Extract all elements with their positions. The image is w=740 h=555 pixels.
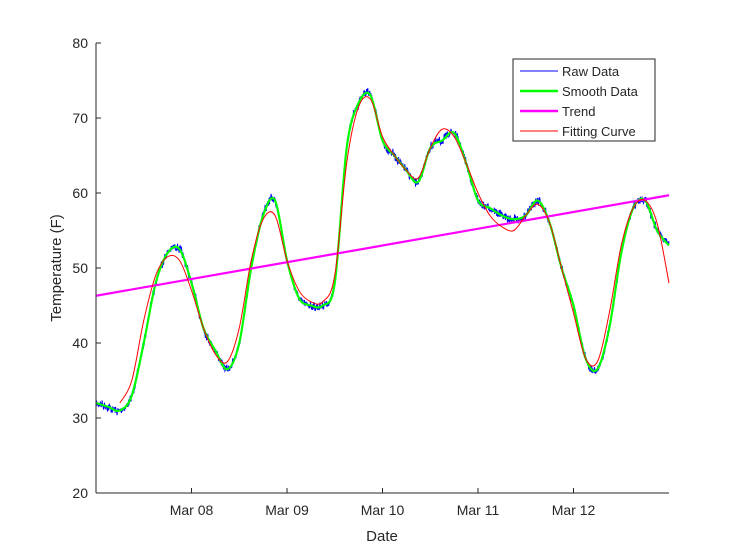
series-trend [95, 194, 670, 297]
x-axis-label: Date [366, 528, 398, 545]
y-tick-label: 70 [72, 110, 88, 126]
y-tick-label: 20 [72, 485, 88, 501]
y-axis-label: Temperature (F) [48, 214, 65, 322]
y-tick-label: 80 [72, 35, 88, 51]
plot-lines [95, 87, 670, 416]
x-tick-label: Mar 11 [457, 502, 500, 518]
y-tick-label: 30 [72, 410, 88, 426]
series-smooth-data [95, 91, 670, 413]
x-tick-label: Mar 12 [552, 502, 596, 518]
legend-entry: Trend [562, 104, 595, 119]
series-fitting-curve [119, 96, 670, 404]
x-tick-label: Mar 10 [361, 502, 405, 518]
legend-entry: Smooth Data [562, 84, 639, 99]
legend-entry: Fitting Curve [562, 124, 636, 139]
legend: Raw Data Smooth Data Trend Fitting Curve [512, 58, 656, 142]
x-axis-ticks: Mar 08 Mar 09 Mar 10 Mar 11 Mar 12 [170, 488, 596, 518]
y-tick-label: 40 [72, 335, 88, 351]
y-tick-label: 50 [72, 260, 88, 276]
x-tick-label: Mar 08 [170, 502, 214, 518]
y-axis-ticks: 20 30 40 50 60 70 80 [72, 35, 101, 501]
y-tick-label: 60 [72, 185, 88, 201]
x-tick-label: Mar 09 [265, 502, 309, 518]
legend-box [512, 58, 656, 142]
legend-entry: Raw Data [562, 64, 620, 79]
